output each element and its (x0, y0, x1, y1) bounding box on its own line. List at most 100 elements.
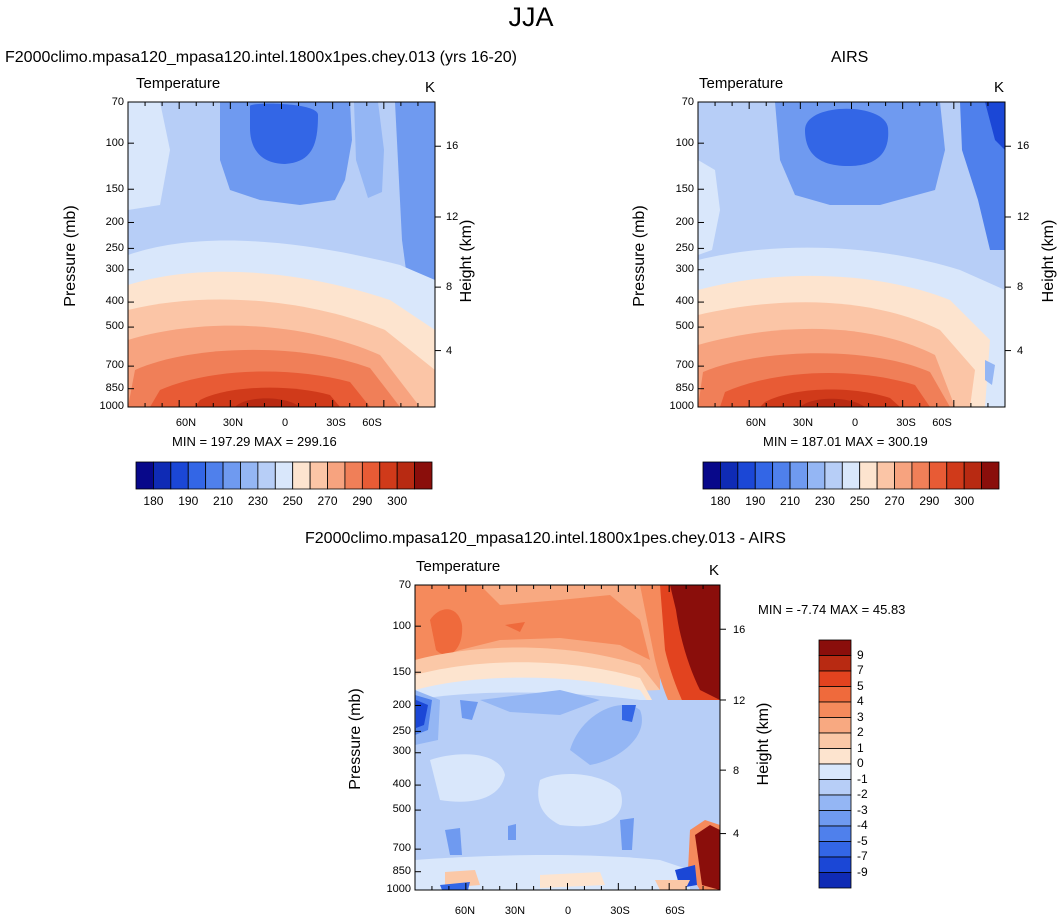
p1-ytick: 850 (105, 382, 124, 394)
colorbar-label: 210 (780, 494, 801, 508)
colorbar-swatch (818, 779, 852, 796)
colorbar-swatch (292, 461, 311, 490)
p1-ytick: 70 (111, 96, 124, 108)
p1-y2tick: 4 (446, 345, 453, 357)
colorbar-label: 4 (857, 694, 864, 708)
panel1-units: K (425, 79, 436, 96)
p1-xtick: 0 (281, 417, 289, 429)
colorbar-swatch (876, 461, 895, 490)
colorbar-swatch (818, 763, 852, 780)
colorbar-swatch (754, 461, 774, 490)
colorbar-label: -1 (857, 771, 868, 786)
colorbar-label: 180 (143, 494, 164, 508)
colorbar-label: 210 (213, 494, 234, 508)
p1-ytick: 100 (105, 137, 124, 149)
p2-ytick: 700 (675, 359, 694, 371)
colorbar-label: 190 (745, 494, 766, 508)
colorbar-label: -9 (857, 864, 868, 879)
panel3-variable-label: Temperature (416, 558, 501, 575)
axis-ticks (127, 101, 1011, 891)
colorbar-swatch (818, 794, 852, 811)
panel2-title: AIRS (831, 49, 869, 66)
p1-ytick: 700 (105, 359, 124, 371)
p2-xtick: 30N (792, 417, 814, 429)
colorbar-swatch (222, 461, 241, 490)
panel3-minmax: MIN = -7.74 MAX = 45.83 (758, 602, 906, 617)
colorbar-label: -2 (857, 787, 868, 801)
panel1-minmax: MIN = 197.29 MAX = 299.16 (172, 434, 337, 449)
p2-y2tick: 12 (1017, 211, 1030, 223)
colorbar-swatch (807, 461, 826, 490)
p3-xtick: 0 (564, 905, 572, 917)
p2-y2tick: 8 (1017, 281, 1024, 293)
p3-ytick: 100 (392, 620, 411, 632)
colorbar-label: 290 (919, 494, 940, 508)
p2-y2tick: 16 (1017, 140, 1030, 152)
colorbar-swatch (702, 461, 721, 490)
panel3-y2label: Height (km) (755, 702, 772, 786)
colorbar-swatch (153, 461, 172, 490)
p2-xtick: 30S (896, 417, 916, 429)
p1-xtick: 30S (326, 417, 346, 429)
colorbar-swatch (135, 461, 154, 490)
colorbar-label: 2 (857, 725, 864, 739)
colorbar-label: 270 (317, 494, 338, 508)
p2-ytick: 1000 (669, 400, 694, 412)
colorbar-label: 300 (954, 494, 975, 508)
colorbar-swatch (818, 655, 852, 672)
p1-y2tick: 12 (446, 211, 459, 223)
p2-xtick: 0 (851, 417, 859, 429)
colorbar-swatch (187, 461, 207, 490)
colorbar-swatch (344, 461, 363, 490)
colorbar-swatch (818, 717, 852, 734)
colorbar-label: 300 (387, 494, 408, 508)
panel2-minmax: MIN = 187.01 MAX = 300.19 (763, 434, 928, 449)
colorbar-swatch (170, 461, 189, 490)
panel1-variable-label: Temperature (136, 75, 221, 92)
colorbar-swatch (818, 841, 852, 858)
p2-ytick: 70 (681, 96, 694, 108)
colorbar-swatch (414, 461, 433, 490)
p3-ytick: 200 (392, 699, 411, 711)
colorbar-label: 230 (247, 494, 268, 508)
colorbar-swatch (818, 748, 852, 765)
colorbar-swatch (928, 461, 948, 490)
colorbar-swatch (720, 461, 739, 490)
colorbar-swatch (379, 461, 398, 490)
colorbar-label: 5 (857, 678, 864, 693)
panel3-ylabel: Pressure (mb) (347, 688, 364, 790)
panel2-units: K (994, 79, 1005, 96)
panel1-title: F2000climo.mpasa120_mpasa120.intel.1800x… (5, 49, 518, 66)
colorbar-swatch (818, 732, 852, 749)
panel3-title: F2000climo.mpasa120_mpasa120.intel.1800x… (305, 530, 786, 547)
p1-y2tick: 16 (446, 140, 459, 152)
colorbar-swatch (205, 461, 224, 490)
p1-ytick: 300 (105, 263, 124, 275)
colorbar-label: 190 (178, 494, 199, 508)
colorbar-swatch (818, 639, 852, 656)
p3-xtick: 30S (610, 905, 630, 917)
p2-ytick: 300 (675, 263, 694, 275)
colorbar-swatch (361, 461, 381, 490)
p3-xtick: 30N (504, 905, 526, 917)
colorbar-swatch (772, 461, 791, 490)
colorbar-swatch (737, 461, 756, 490)
p3-ytick: 150 (392, 666, 411, 678)
colorbar-swatch (818, 872, 852, 889)
colorbar-label: 7 (857, 663, 864, 677)
colorbar-swatch (963, 461, 982, 490)
panel2-ylabel: Pressure (mb) (631, 205, 648, 307)
figure-title: JJA (508, 2, 554, 32)
colorbar-label: -3 (857, 802, 868, 817)
p3-y2tick: 12 (733, 695, 746, 707)
p3-y2tick: 16 (733, 624, 746, 636)
colorbar-swatch (946, 461, 965, 490)
colorbar-swatch (824, 461, 843, 490)
p1-ytick: 150 (105, 183, 124, 195)
panel3-field (415, 585, 720, 890)
p3-ytick: 1000 (386, 883, 411, 895)
colorbar-label: 270 (884, 494, 905, 508)
colorbar-swatch (818, 856, 852, 873)
colorbar-label: -4 (857, 818, 868, 832)
p2-ytick: 850 (675, 382, 694, 394)
